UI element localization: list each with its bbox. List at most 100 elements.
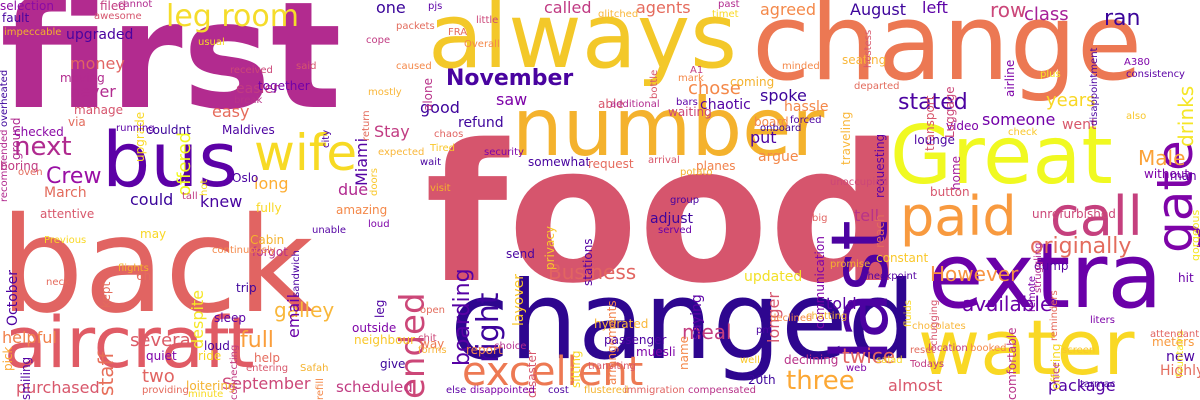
word: struggling (1033, 242, 1044, 293)
word: cannot (118, 0, 153, 10)
word: chocolates (912, 321, 966, 332)
word: galley (274, 298, 335, 322)
word: pm (756, 325, 773, 336)
word: tarmac (1080, 379, 1116, 390)
word: served (658, 225, 692, 236)
word: updated (744, 269, 803, 285)
word: usual (198, 37, 225, 48)
word: Todays (910, 359, 945, 370)
word: sitting (569, 350, 583, 388)
word: somewhat (528, 155, 591, 169)
word: knew (200, 192, 243, 211)
word: money (70, 54, 125, 73)
word: smiling (19, 356, 33, 400)
word: Tired (430, 143, 455, 154)
word: report (466, 343, 503, 357)
word: providing (142, 385, 189, 396)
word: hassle (784, 99, 829, 115)
word: next (14, 132, 72, 162)
word: call (1050, 185, 1143, 248)
word: loud (204, 339, 230, 353)
word: immigration (624, 385, 685, 396)
word: stated (898, 90, 968, 115)
word: went (1062, 117, 1097, 133)
word: compensated (688, 385, 756, 396)
word: flights (118, 263, 149, 274)
word: constant (876, 251, 929, 265)
word: visit (430, 183, 451, 194)
word: alone (421, 77, 435, 111)
word: reset (910, 345, 936, 356)
word: seating (842, 53, 887, 67)
word: two (142, 366, 175, 387)
word: fault (2, 11, 30, 25)
word: water (918, 303, 1135, 392)
word: upgrade (133, 111, 147, 162)
word: without (1144, 167, 1190, 181)
word: transiting (588, 361, 636, 372)
word: However (930, 262, 1019, 286)
word: first (0, 0, 342, 142)
word: unoccupied (830, 177, 888, 188)
word: attendant (1150, 329, 1200, 340)
word: give (380, 357, 406, 371)
word: Overall (464, 39, 500, 50)
word: onboard (760, 123, 802, 134)
word: scheduled (336, 378, 413, 396)
word: else (446, 385, 467, 396)
word: flustered (584, 385, 629, 396)
word: could (130, 190, 174, 209)
word: choice (494, 341, 527, 352)
word: reach (873, 214, 887, 248)
word: helpful (2, 328, 57, 347)
word: spoke (760, 86, 807, 105)
word: long (254, 174, 289, 193)
word: plus (1040, 69, 1061, 80)
word: continuously (212, 245, 276, 256)
word: reminders (1049, 290, 1060, 341)
word: nice (1051, 362, 1062, 383)
word: excellent (462, 349, 644, 395)
word: adjust (650, 211, 694, 227)
word: also (1126, 111, 1147, 122)
word: sleep (214, 311, 246, 325)
word: disappointment (1089, 47, 1100, 126)
word: able (598, 97, 624, 111)
word: button (930, 185, 970, 199)
word: big (812, 213, 828, 224)
word: good (420, 98, 460, 117)
word: chugging (929, 299, 940, 346)
word: aircraft (4, 302, 255, 384)
word: trip (236, 281, 257, 295)
word: forgot (252, 245, 288, 259)
word: three (786, 366, 855, 396)
word: hostess (863, 29, 874, 68)
word: meters (1152, 335, 1195, 349)
word: leg (373, 299, 387, 318)
word: saw (496, 90, 528, 109)
word: extra (928, 224, 1163, 329)
word: chit (418, 333, 437, 344)
word: liters (1090, 315, 1115, 326)
word: Previous (44, 235, 87, 246)
word: checkpoint (862, 271, 917, 282)
word: August (850, 0, 906, 19)
word: bus (102, 115, 239, 204)
word: minute (188, 389, 224, 400)
word: potato (680, 167, 713, 178)
word: video (946, 119, 979, 133)
word: stations (581, 238, 595, 286)
word: selection (0, 0, 54, 13)
word: Great (890, 109, 1113, 202)
word: comfortable (1005, 327, 1019, 400)
word: A1 (690, 65, 704, 76)
word: disappointed (470, 385, 535, 396)
word: declining (784, 353, 839, 367)
word: A380 (1124, 57, 1150, 68)
word: chose (688, 78, 741, 99)
word: pjs (428, 1, 443, 12)
word: tall (182, 191, 198, 202)
word: Highly (1160, 363, 1200, 379)
word: traveling (839, 111, 853, 165)
word: last (816, 220, 906, 361)
